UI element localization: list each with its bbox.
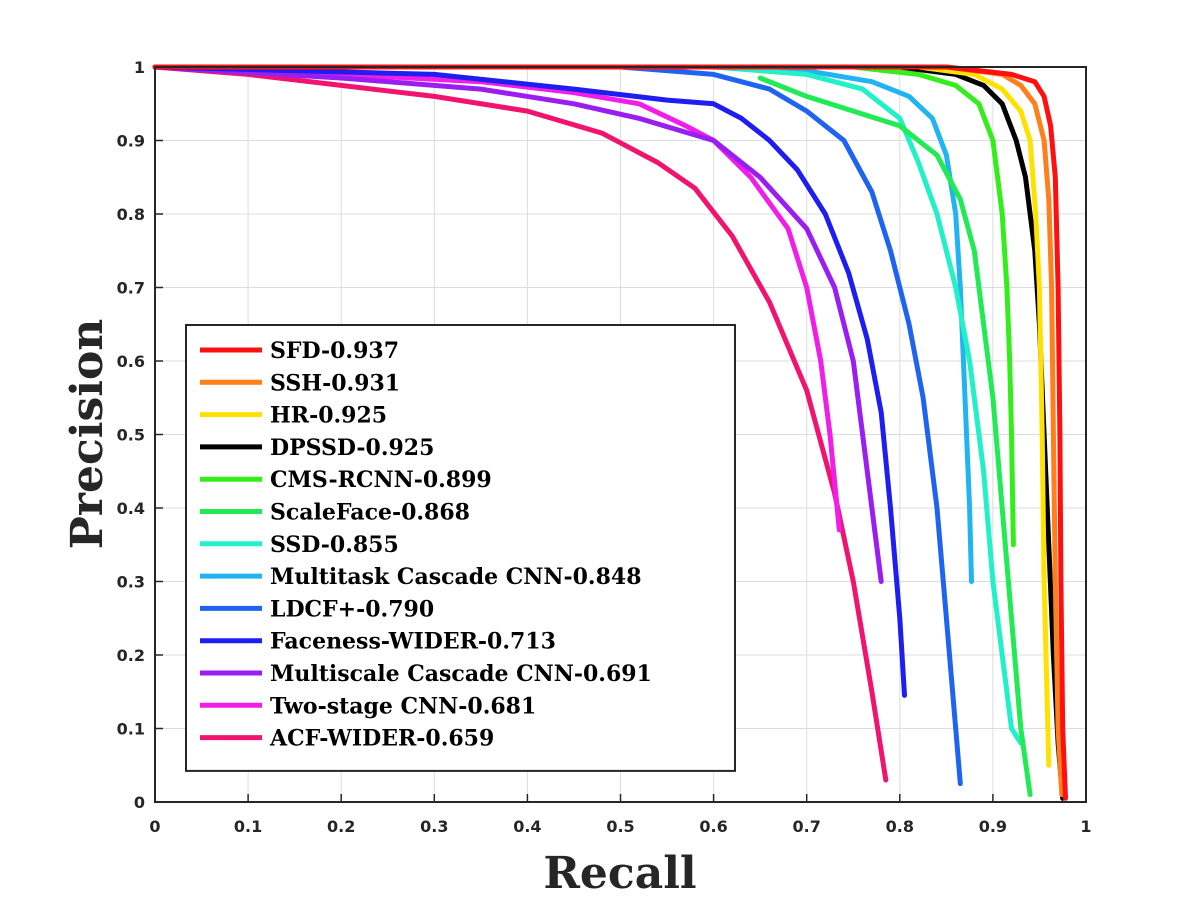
series-line-13 (152, 64, 889, 783)
legend-entry: LDCF+-0.790 (270, 596, 434, 622)
series-line-5 (152, 64, 1016, 548)
legend-entry: SSH-0.931 (270, 370, 400, 396)
series-line-7 (152, 64, 1024, 746)
x-tick-label: 0.7 (793, 817, 821, 836)
legend-entry: DPSSD-0.925 (270, 435, 434, 461)
legend: SFD-0.937 SSH-0.931 HR-0.925 DPSSD-0.925 CMS… (185, 324, 736, 772)
x-tick-label: 0.9 (979, 817, 1007, 836)
x-tick-label: 1 (1080, 817, 1091, 836)
x-tick-label: 0.5 (606, 817, 634, 836)
series-line-10 (152, 64, 907, 698)
x-tick-label: 0.4 (513, 817, 541, 836)
legend-entry: CMS-RCNN-0.899 (270, 467, 492, 493)
y-tick-label: 0.2 (117, 646, 145, 665)
y-tick-label: 0.3 (117, 573, 145, 592)
series-layer (152, 64, 1068, 801)
legend-entry: HR-0.925 (270, 403, 387, 429)
series-line-3 (152, 64, 1052, 768)
x-tick-label: 0 (149, 817, 160, 836)
series-line-4 (152, 64, 1066, 801)
series-line-11 (152, 64, 884, 584)
y-tick-label: 0.9 (117, 132, 145, 151)
y-tick-label: 0.5 (117, 426, 145, 445)
y-tick-label: 0.4 (117, 499, 145, 518)
series-line-1 (152, 64, 1068, 801)
legend-entry: Multiscale Cascade CNN-0.691 (270, 661, 652, 687)
y-tick-label: 0.1 (117, 720, 145, 739)
legend-entry: Multitask Cascade CNN-0.848 (270, 564, 642, 590)
legend-entry: ScaleFace-0.868 (270, 500, 470, 526)
x-tick-label: 0.2 (327, 817, 355, 836)
legend-entry: Two-stage CNN-0.681 (270, 693, 536, 719)
tick-labels: 0 0.1 0.2 0.3 0.4 0.5 0.6 0.7 0.8 0.9 1 0 0.1 0.2 0.3 0… (117, 58, 1092, 836)
x-tick-label: 0.1 (234, 817, 262, 836)
x-tick-label: 0.8 (886, 817, 914, 836)
y-tick-label: 0 (134, 793, 145, 812)
series-line-6 (757, 75, 1033, 798)
y-axis-label: Precision (62, 319, 113, 550)
series-line-8 (152, 64, 974, 584)
y-tick-label: 0.8 (117, 205, 145, 224)
y-tick-label: 0.6 (117, 352, 145, 371)
legend-entry: ACF-WIDER-0.659 (269, 726, 494, 752)
legend-box (185, 324, 736, 772)
x-tick-label: 0.3 (420, 817, 448, 836)
legend-entry: SFD-0.937 (270, 338, 399, 364)
legend-entry: Faceness-WIDER-0.713 (270, 629, 556, 655)
x-tick-label: 0.6 (699, 817, 727, 836)
legend-entry: SSD-0.855 (270, 532, 399, 558)
series-line-9 (152, 64, 963, 787)
y-tick-label: 1 (134, 58, 145, 77)
y-tick-label: 0.7 (117, 279, 145, 298)
x-axis-label: Recall (543, 848, 696, 899)
